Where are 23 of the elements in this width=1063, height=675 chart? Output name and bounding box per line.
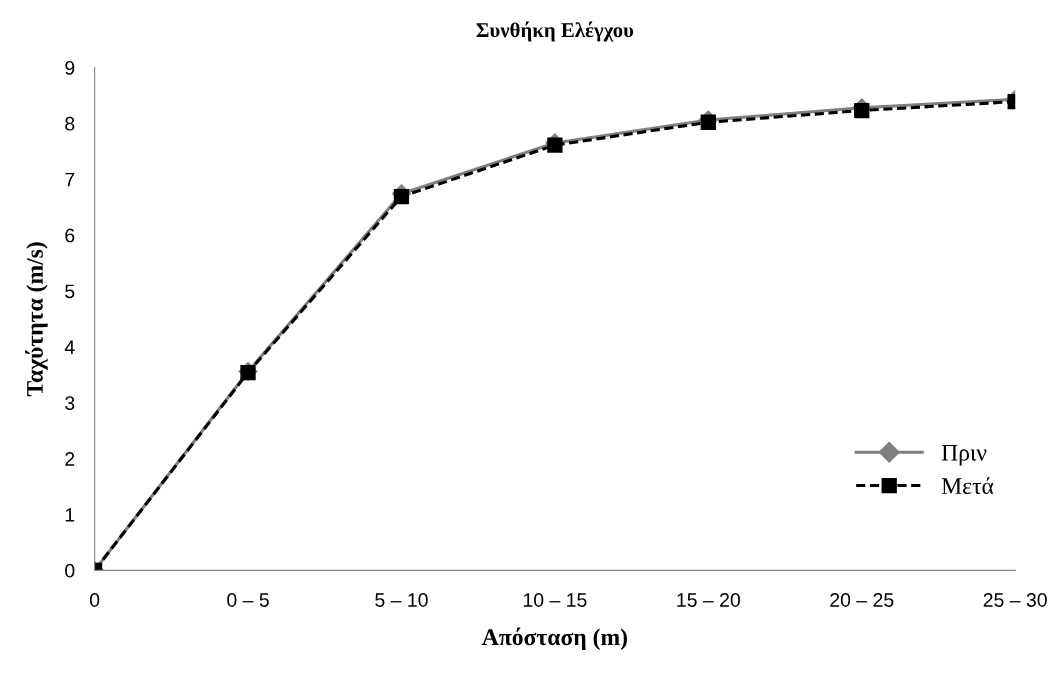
x-tick-label: 10 – 15: [523, 593, 587, 607]
x-tick-label: 15 – 20: [677, 593, 740, 607]
y-tick-label: 8: [65, 116, 75, 131]
chart-title: Συνθήκη Ελέγχου: [476, 21, 634, 42]
x-tick-label: 25 – 30: [983, 593, 1047, 607]
x-tick-label: 0: [89, 593, 100, 607]
x-axis-title: Απόσταση (m): [482, 627, 627, 650]
y-tick-label: 4: [64, 340, 75, 354]
y-tick-label: 7: [65, 172, 75, 187]
legend-label: Πριν: [941, 444, 987, 466]
y-axis-title: Ταχύτητα (m/s): [25, 242, 48, 397]
x-tick-label: 5 – 10: [375, 593, 428, 607]
y-tick-label: 9: [65, 60, 75, 75]
point: [547, 137, 563, 153]
x-tick-label: 0 – 5: [227, 593, 269, 607]
y-tick-label: 1: [65, 508, 75, 522]
legend-label: Μετά: [941, 477, 994, 495]
y-tick-label: 3: [65, 396, 75, 410]
y-tick-label: 0: [65, 563, 75, 578]
y-tick-label: 2: [65, 452, 75, 466]
y-tick-label: 6: [65, 228, 75, 243]
y-tick-label: 5: [65, 284, 75, 299]
x-tick-label: 20 – 25: [830, 593, 894, 607]
